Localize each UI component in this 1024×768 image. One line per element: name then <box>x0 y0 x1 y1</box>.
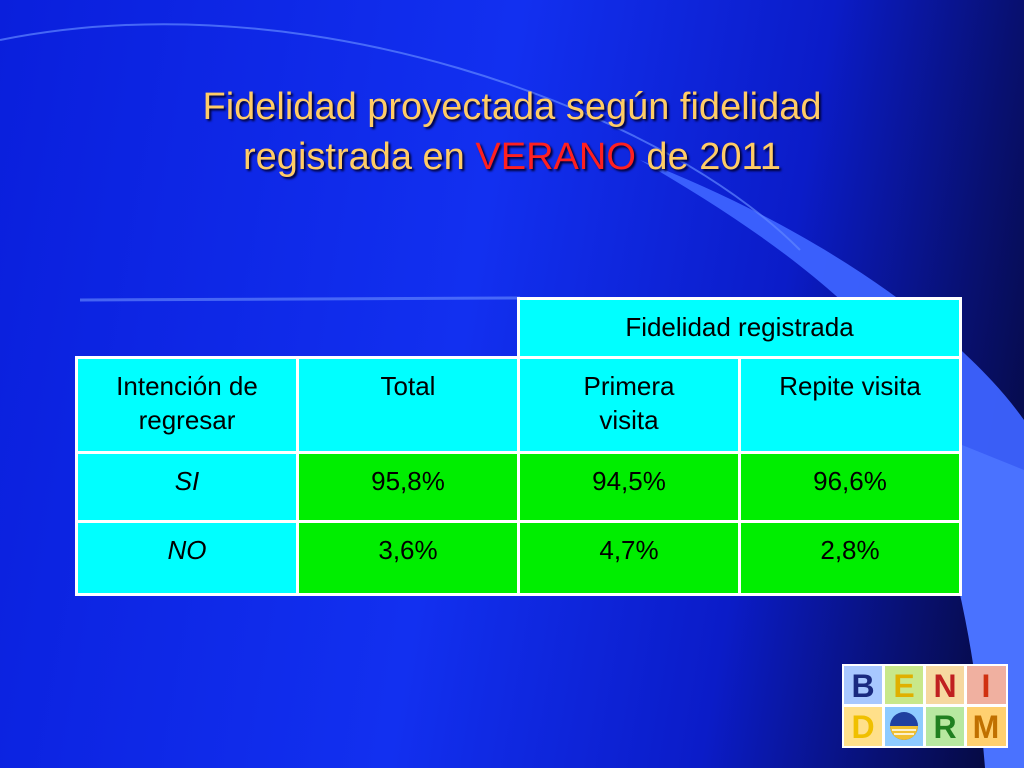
cell-si-first: 94,5% <box>517 451 741 523</box>
header-intent-line2: regresar <box>138 405 236 435</box>
cell-si-repeat: 96,6% <box>738 451 962 523</box>
header-first-line2: visita <box>599 405 659 435</box>
table-row: NO 3,6% 4,7% 2,8% <box>75 520 962 596</box>
header-first-line1: Primera <box>583 371 675 401</box>
group-header-fidelidad-registrada: Fidelidad registrada <box>517 297 962 359</box>
header-first-visit: Primera visita <box>517 356 741 454</box>
empty-cell <box>298 299 519 358</box>
header-total: Total <box>296 356 520 454</box>
header-intent: Intención de regresar <box>75 356 299 454</box>
svg-text:R: R <box>933 709 956 745</box>
title-line-2: registrada en VERANO de 2011 <box>0 132 1024 182</box>
header-repeat-visit: Repite visita <box>738 356 962 454</box>
header-intent-line1: Intención de <box>116 371 258 401</box>
cell-no-repeat: 2,8% <box>738 520 962 596</box>
title-highlight-verano: VERANO <box>475 136 636 178</box>
row-label-no: NO <box>75 520 299 596</box>
title-line-2-post: de 2011 <box>635 136 781 178</box>
benidorm-logo: B E N I D R M <box>842 664 1008 748</box>
slide-title: Fidelidad proyectada según fidelidad reg… <box>0 82 1024 182</box>
svg-text:M: M <box>973 709 1000 745</box>
table-group-header-row: Fidelidad registrada <box>77 297 962 359</box>
cell-no-first: 4,7% <box>517 520 741 596</box>
row-label-si: SI <box>75 451 299 523</box>
svg-text:B: B <box>851 668 874 704</box>
title-line-2-pre: registrada en <box>243 136 476 178</box>
table-row: SI 95,8% 94,5% 96,6% <box>75 451 962 523</box>
table-header-row: Intención de regresar Total Primera visi… <box>75 356 962 454</box>
empty-cell <box>77 299 298 358</box>
fidelity-table: Fidelidad registrada Intención de regres… <box>75 297 962 596</box>
svg-text:I: I <box>982 668 991 704</box>
svg-text:N: N <box>933 668 956 704</box>
cell-no-total: 3,6% <box>296 520 520 596</box>
svg-text:D: D <box>851 709 874 745</box>
cell-si-total: 95,8% <box>296 451 520 523</box>
svg-text:E: E <box>893 668 914 704</box>
title-line-1: Fidelidad proyectada según fidelidad <box>202 86 822 128</box>
